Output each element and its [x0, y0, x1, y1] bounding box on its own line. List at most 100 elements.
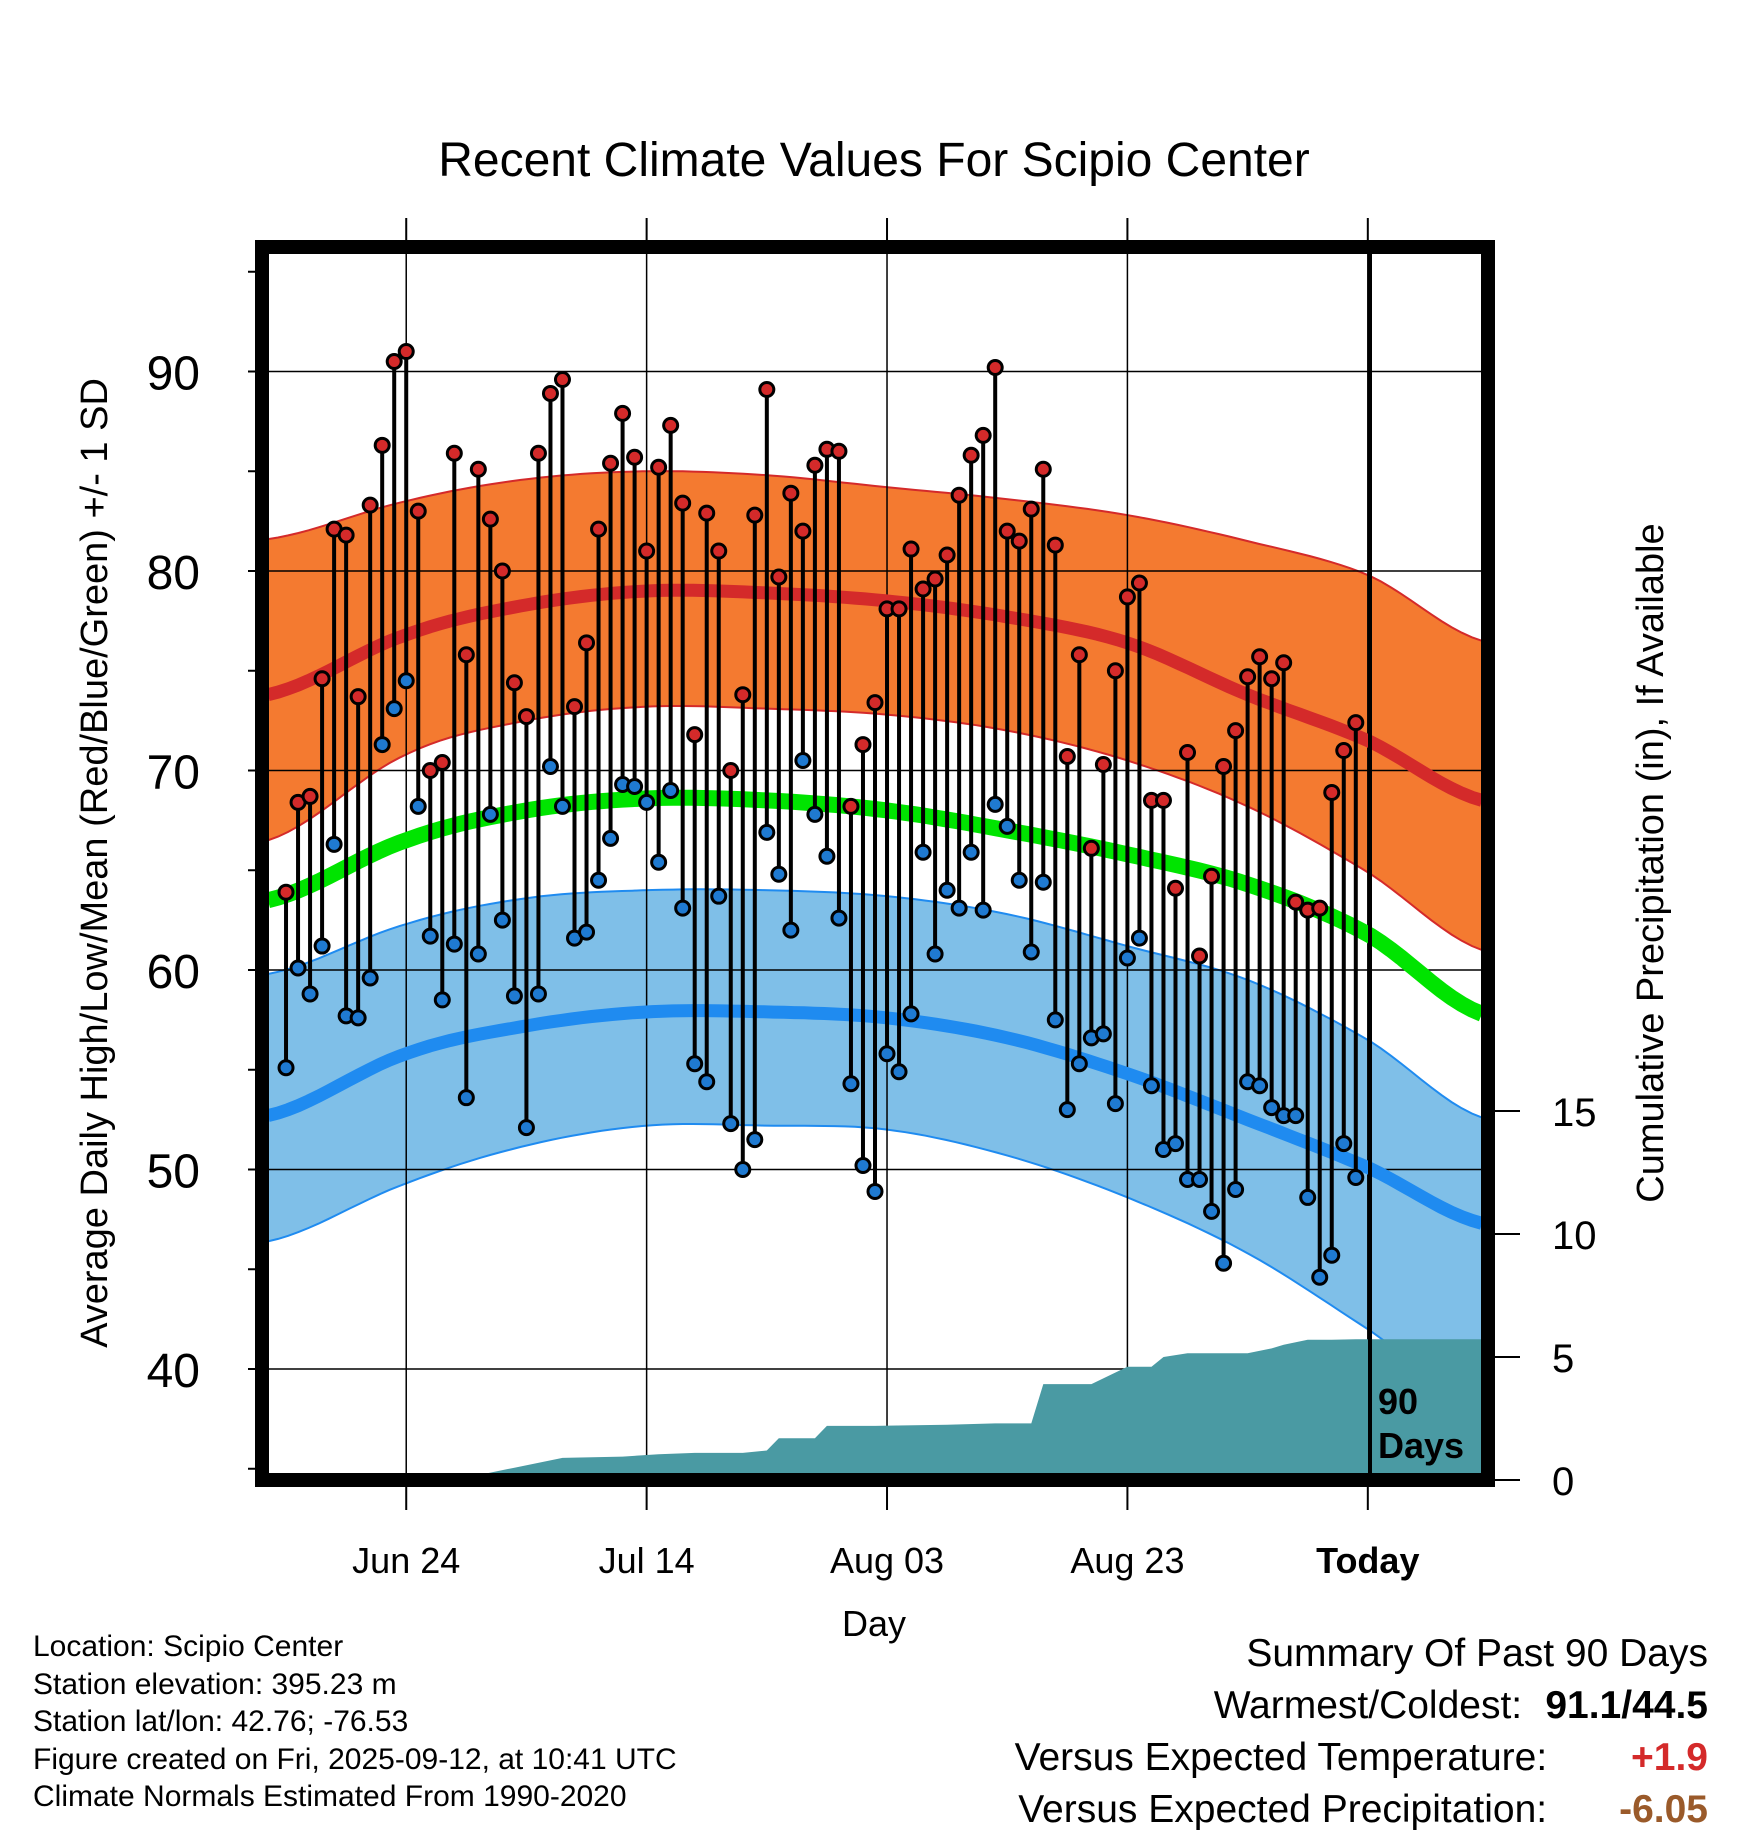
low-point [481, 805, 499, 823]
high-point [1179, 744, 1197, 762]
high-point [505, 674, 523, 692]
low-point [517, 1119, 535, 1137]
x-tick-label: Jun 24 [352, 1540, 460, 1581]
y2-tick-label: 5 [1552, 1337, 1574, 1381]
low-point [1299, 1188, 1317, 1206]
low-point [1094, 1025, 1112, 1043]
low-point [457, 1089, 475, 1107]
low-point [626, 777, 644, 795]
low-point [1166, 1135, 1184, 1153]
low-point [277, 1059, 295, 1077]
high-point [349, 688, 367, 706]
low-point [974, 901, 992, 919]
low-point [361, 969, 379, 987]
y-tick-label: 80 [147, 547, 200, 600]
y-tick-label: 60 [147, 946, 200, 999]
low-point [650, 853, 668, 871]
low-point [445, 935, 463, 953]
low-point [1058, 1101, 1076, 1119]
low-point [602, 829, 620, 847]
high-point [1203, 867, 1221, 885]
low-point [505, 987, 523, 1005]
low-point [373, 736, 391, 754]
high-point [566, 698, 584, 716]
plot-frame [255, 240, 1495, 1487]
high-point [938, 546, 956, 564]
low-point [662, 781, 680, 799]
low-point [553, 797, 571, 815]
high-point [1034, 460, 1052, 478]
low-point [758, 823, 776, 841]
high-point [650, 458, 668, 476]
high-point [1118, 588, 1136, 606]
high-point [409, 502, 427, 520]
low-point [842, 1075, 860, 1093]
low-point [746, 1131, 764, 1149]
high-point [614, 404, 632, 422]
high-point [758, 380, 776, 398]
high-point [337, 526, 355, 544]
high-point [806, 456, 824, 474]
low-point [1227, 1180, 1245, 1198]
high-point [493, 562, 511, 580]
high-point [481, 510, 499, 528]
low-point [301, 985, 319, 1003]
high-point [361, 496, 379, 514]
high-point [770, 568, 788, 586]
x-tick-label: Today [1316, 1540, 1419, 1581]
location-text: Location: Scipio Center [33, 1630, 344, 1663]
high-point [385, 353, 403, 371]
high-point [373, 436, 391, 454]
high-point [445, 444, 463, 462]
high-point [626, 448, 644, 466]
low-point [1323, 1246, 1341, 1264]
low-point [385, 700, 403, 718]
low-point [914, 843, 932, 861]
low-point [1287, 1107, 1305, 1125]
low-point [1118, 949, 1136, 967]
low-point [433, 991, 451, 1009]
temp-label: Versus Expected Temperature: [1014, 1736, 1548, 1779]
high-point [998, 522, 1016, 540]
y-axis-label: Average Daily High/Low/Mean (Red/Blue/Gr… [74, 378, 116, 1348]
summary-warm-cold: Warmest/Coldest: 91.1/44.5 [1015, 1680, 1708, 1732]
low-point [902, 1005, 920, 1023]
high-point [698, 504, 716, 522]
low-point [674, 899, 692, 917]
low-point [950, 899, 968, 917]
high-point [1154, 791, 1172, 809]
low-point [686, 1055, 704, 1073]
high-point [710, 542, 728, 560]
low-point [782, 921, 800, 939]
high-point [1106, 662, 1124, 680]
low-point [1130, 929, 1148, 947]
summary-panel: Summary Of Past 90 Days Warmest/Coldest:… [1015, 1628, 1708, 1836]
daily-range-stems [284, 351, 1358, 1278]
latlon-text: Station lat/lon: 42.76; -76.53 [33, 1705, 409, 1738]
high-point [746, 506, 764, 524]
high-point [842, 797, 860, 815]
low-point [806, 805, 824, 823]
summary-title: Summary Of Past 90 Days [1246, 1632, 1708, 1675]
low-point [1070, 1055, 1088, 1073]
today-days-label-1: 90 [1378, 1381, 1418, 1422]
low-point [289, 959, 307, 977]
high-point [1070, 646, 1088, 664]
low-point [926, 945, 944, 963]
high-point [674, 494, 692, 512]
low-point [962, 843, 980, 861]
high-point [469, 460, 487, 478]
low-point [493, 911, 511, 929]
y2-tick-label: 15 [1552, 1091, 1597, 1135]
low-point [854, 1157, 872, 1175]
high-normal-line [266, 583, 1484, 807]
low-point [1022, 943, 1040, 961]
low-point [1010, 871, 1028, 889]
y2-tick-label: 0 [1552, 1460, 1574, 1504]
high-point [1311, 899, 1329, 917]
high-point [541, 384, 559, 402]
warm-cold-value: 91.1/44.5 [1545, 1684, 1708, 1727]
x-axis-label: Day [842, 1603, 906, 1644]
high-point [1094, 756, 1112, 774]
